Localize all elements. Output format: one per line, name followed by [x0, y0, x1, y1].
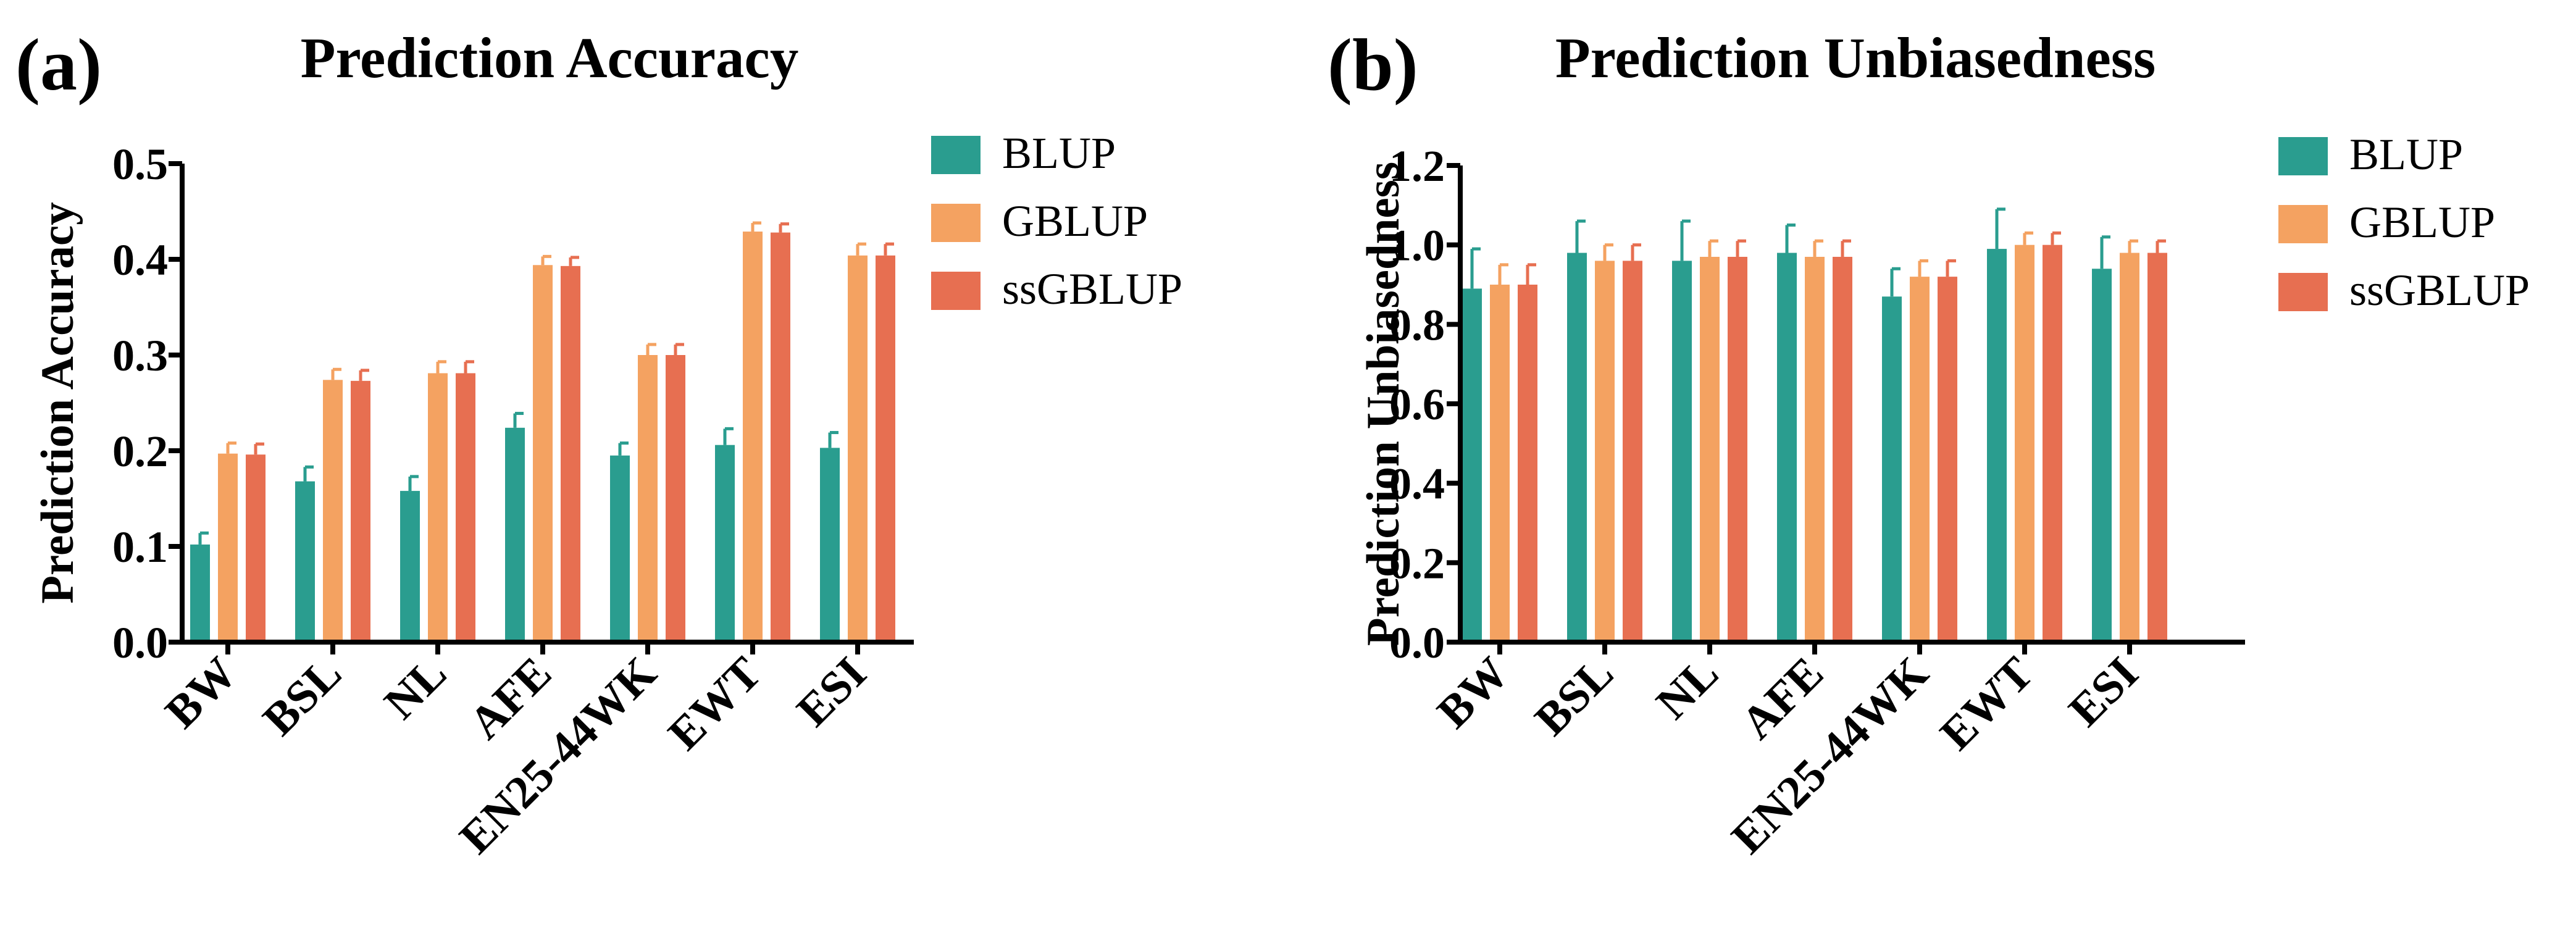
bar-ssgblup-ewt: [2043, 245, 2062, 643]
bar-blup-bsl: [1567, 253, 1587, 642]
x-tick-label-en25-44wk: EN25-44WK: [1722, 647, 1938, 863]
legend-label-ssgblup: ssGBLUP: [2349, 265, 2530, 315]
bar-gblup-ewt: [743, 232, 763, 642]
legend-swatch-gblup: [931, 204, 981, 242]
bar-gblup-esi: [2120, 253, 2139, 642]
chart-panel-1: (a) Prediction Accuracy Prediction Accurac…: [15, 23, 1182, 864]
bar-ssgblup-bsl: [1623, 261, 1642, 642]
x-tick-label-esi: ESI: [787, 647, 876, 736]
bar-ssgblup-en25-44wk: [666, 355, 685, 642]
panel-label: (a): [15, 23, 102, 106]
legend-swatch-blup: [2278, 137, 2328, 175]
bar-ssgblup-afe: [561, 265, 580, 643]
y-tick-label: 0.4: [1389, 459, 1445, 509]
x-tick-label-ewt: EWT: [659, 647, 771, 759]
bar-gblup-en25-44wk: [1910, 277, 1930, 643]
chart-title: Prediction Unbiasedness: [1555, 27, 2156, 90]
bar-gblup-bsl: [323, 380, 343, 642]
bar-blup-nl: [400, 491, 420, 642]
legend-label-ssgblup: ssGBLUP: [1002, 264, 1182, 314]
x-tick-label-ewt: EWT: [1931, 647, 2043, 759]
y-tick-label: 0.3: [112, 331, 168, 380]
bar-gblup-ewt: [2015, 245, 2034, 643]
bar-ssgblup-bw: [246, 454, 266, 642]
y-axis-title: Prediction Unbiasedness: [1358, 162, 1409, 646]
y-tick-label: 0.2: [1389, 538, 1445, 588]
bar-gblup-afe: [533, 265, 553, 642]
bar-blup-ewt: [715, 445, 735, 642]
bar-gblup-bw: [218, 453, 238, 642]
y-tick-label: 0.0: [1389, 618, 1445, 667]
y-tick-label: 0.0: [112, 618, 168, 667]
y-tick-label: 1.0: [1389, 221, 1445, 270]
bar-blup-bw: [1462, 288, 1482, 642]
bar-gblup-nl: [428, 373, 448, 642]
bar-ssgblup-bsl: [351, 380, 370, 642]
x-tick-label-bw: BW: [156, 647, 246, 738]
bar-blup-bw: [190, 544, 210, 642]
bar-blup-nl: [1672, 261, 1692, 642]
panel-label: (b): [1328, 23, 1418, 106]
bar-blup-en25-44wk: [1882, 296, 1902, 642]
bar-ssgblup-bw: [1518, 285, 1537, 642]
bar-gblup-bsl: [1595, 261, 1615, 642]
y-tick-label: 0.2: [112, 427, 168, 476]
bar-gblup-bw: [1490, 285, 1510, 642]
bar-gblup-nl: [1700, 256, 1720, 642]
bar-ssgblup-nl: [1728, 256, 1747, 642]
bar-ssgblup-en25-44wk: [1938, 277, 1957, 643]
x-tick-label-esi: ESI: [2059, 647, 2148, 736]
legend-swatch-ssgblup: [931, 272, 981, 310]
chart-panel-2: (b) Prediction Unbiasedness Prediction Unb…: [1328, 23, 2530, 864]
y-tick-label: 0.8: [1389, 300, 1445, 349]
bar-blup-bsl: [295, 481, 315, 642]
bar-ssgblup-afe: [1833, 256, 1852, 642]
legend-label-blup: BLUP: [2349, 130, 2463, 179]
y-tick-label: 0.1: [112, 522, 168, 572]
legend-label-blup: BLUP: [1002, 128, 1116, 178]
bar-ssgblup-esi: [876, 255, 895, 642]
x-tick-label-bsl: BSL: [1525, 647, 1623, 745]
legend-label-gblup: GBLUP: [1002, 196, 1148, 246]
bar-gblup-esi: [848, 255, 868, 642]
y-tick-label: 1.2: [1389, 141, 1445, 191]
bar-blup-en25-44wk: [610, 455, 630, 642]
bar-ssgblup-nl: [456, 373, 475, 642]
x-tick-label-bsl: BSL: [253, 647, 351, 745]
bar-blup-ewt: [1987, 249, 2007, 643]
bar-blup-afe: [1777, 253, 1797, 642]
y-axis-title: Prediction Accuracy: [32, 202, 83, 604]
bar-gblup-en25-44wk: [638, 355, 658, 642]
bar-blup-esi: [2092, 269, 2112, 642]
x-tick-label-nl: NL: [375, 647, 456, 729]
bar-gblup-afe: [1805, 256, 1825, 642]
bar-blup-esi: [820, 448, 840, 642]
legend-swatch-gblup: [2278, 205, 2328, 243]
legend-label-gblup: GBLUP: [2349, 198, 2495, 247]
legend-swatch-blup: [931, 136, 981, 174]
y-tick-label: 0.5: [112, 140, 168, 189]
bar-ssgblup-ewt: [771, 232, 790, 643]
y-tick-label: 0.6: [1389, 380, 1445, 429]
x-tick-label-nl: NL: [1647, 647, 1728, 729]
chart-title: Prediction Accuracy: [301, 27, 799, 90]
bar-ssgblup-esi: [2147, 253, 2167, 642]
x-tick-label-en25-44wk: EN25-44WK: [450, 647, 666, 863]
legend-swatch-ssgblup: [2278, 273, 2328, 311]
y-tick-label: 0.4: [112, 235, 168, 285]
bar-blup-afe: [505, 427, 525, 642]
